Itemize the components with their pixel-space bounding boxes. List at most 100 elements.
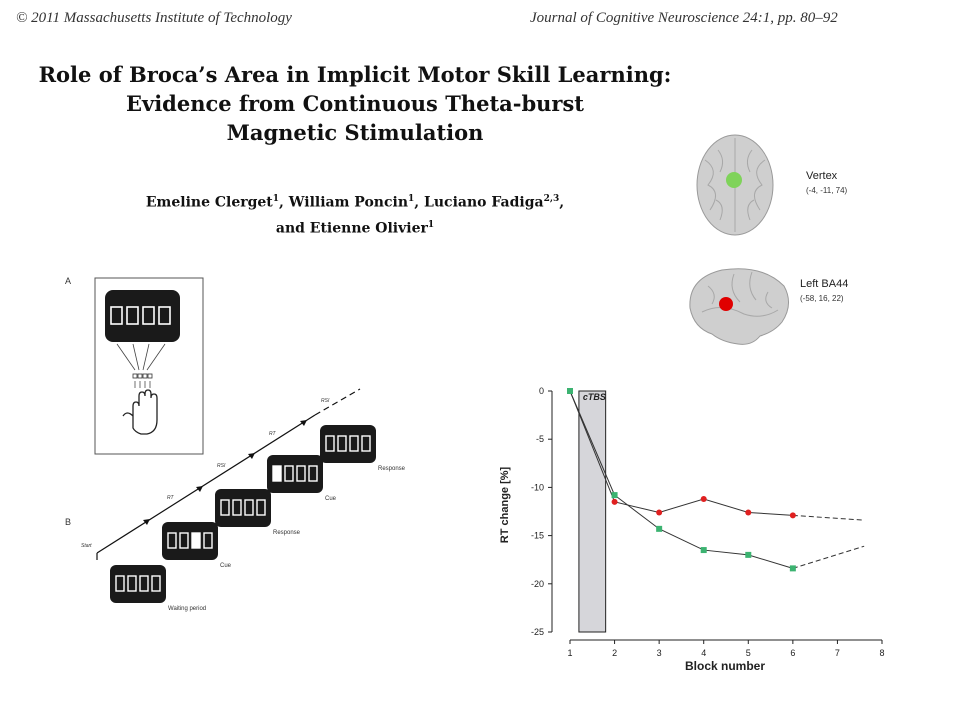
x-axis-label: Block number (685, 659, 765, 673)
y-tick-label: -25 (531, 627, 544, 637)
keypad-icon (132, 373, 153, 379)
data-point (789, 565, 796, 572)
screen-square (337, 435, 347, 452)
author-line: and Etienne Olivier1 (0, 214, 710, 240)
screen-square (361, 435, 371, 452)
screen-frame (110, 565, 166, 603)
x-tick-label: 6 (790, 648, 795, 658)
author-line: Emeline Clerget1, William Poncin1, Lucia… (0, 188, 710, 214)
y-tick-label: 0 (539, 386, 544, 396)
timeline-solid (96, 414, 316, 554)
data-point (745, 509, 752, 516)
ba44-label: Left BA44 (-58, 16, 22) (800, 278, 848, 303)
screen-square (308, 465, 318, 482)
data-point (656, 509, 663, 516)
title-line: Evidence from Continuous Theta-burst (125, 91, 585, 116)
author-name: Luciano Fadiga (424, 194, 544, 211)
y-tick-label: -5 (536, 434, 544, 444)
screen-square (220, 499, 230, 516)
author-list: Emeline Clerget1, William Poncin1, Lucia… (0, 188, 710, 239)
figure-a: A (65, 276, 204, 455)
screen-square (191, 532, 201, 549)
trial-screens: Waiting period Cue Response Cue Response (110, 425, 406, 612)
trial-screen: Cue (267, 455, 337, 502)
data-point (656, 525, 663, 532)
trial-screen: Cue (162, 522, 232, 569)
start-label: Start (81, 543, 92, 549)
paper-title: Role of Broca’s Area in Implicit Motor S… (0, 60, 710, 147)
y-tick-label: -20 (531, 579, 544, 589)
series-extrapolation (792, 514, 865, 521)
finger-arrows (134, 381, 151, 388)
screen-frame (320, 425, 376, 463)
y-tick-label: -10 (531, 482, 544, 492)
vertex-marker (726, 172, 742, 188)
screen-frame (215, 489, 271, 527)
arrowhead-icon (143, 519, 150, 525)
screen-square (284, 465, 294, 482)
x-tick-label: 1 (567, 648, 572, 658)
x-tick-label: 5 (746, 648, 751, 658)
brain-lateral (689, 268, 789, 345)
screen-square (296, 465, 306, 482)
vertex-label: Vertex (-4, -11, 74) (806, 170, 847, 195)
author-name: William Poncin (288, 194, 408, 211)
timeline-dashed (314, 388, 361, 416)
x-tick-label: 7 (835, 648, 840, 658)
site-coords: (-4, -11, 74) (806, 186, 848, 195)
timeline-label: RT (269, 431, 277, 437)
screen-square (139, 575, 149, 592)
author-separator: , (279, 194, 289, 211)
brain-vertex (696, 134, 774, 236)
author-separator: , (414, 194, 425, 211)
timeline-label: RSI (217, 463, 226, 469)
screen-frame (162, 522, 218, 560)
screen-square (203, 532, 213, 549)
ba44-marker (719, 297, 733, 311)
site-name: Vertex (806, 170, 838, 182)
ctbs-shading: cTBS (578, 390, 607, 633)
screen-square (127, 575, 137, 592)
series-line (569, 390, 793, 516)
trial-screen: Response (320, 425, 406, 472)
screen-label: Response (273, 530, 301, 536)
author-affiliation: 1 (427, 219, 435, 230)
site-coords: (-58, 16, 22) (800, 294, 844, 303)
ctbs-label: cTBS (583, 392, 606, 402)
title-line: Role of Broca’s Area in Implicit Motor S… (38, 62, 672, 87)
author-affiliation: 1 (408, 194, 415, 204)
screen-square (349, 435, 359, 452)
data-point (611, 498, 618, 505)
x-tick-label: 3 (657, 648, 662, 658)
author-affiliation: 2,3 (543, 194, 560, 204)
author-affiliation: 1 (272, 194, 280, 204)
screen-square (151, 575, 161, 592)
timeline-label: RSI (321, 398, 330, 404)
projection-lines (116, 343, 166, 371)
arrowhead-icon (196, 486, 203, 492)
site-name: Left BA44 (800, 278, 849, 290)
screen-label: Cue (220, 563, 232, 569)
panel-label-a: A (65, 276, 71, 286)
data-point (700, 547, 707, 554)
author-separator: , (559, 194, 565, 211)
screen-label: Cue (325, 496, 337, 502)
timeline-labels: RT RSI RT RSI (167, 398, 330, 501)
chart-axes: 0 -5 -10 -15 -20 -25 1 2 3 4 5 6 7 8 (531, 386, 885, 658)
x-tick-label: 8 (879, 648, 884, 658)
screen-square (179, 532, 189, 549)
timeline-arrowheads (96, 420, 307, 560)
hand-icon (122, 389, 158, 435)
header-journal: Journal of Cognitive Neuroscience 24:1, … (530, 10, 838, 26)
x-tick-label: 4 (701, 648, 706, 658)
monitor-squares (110, 306, 171, 325)
trial-screen: Response (215, 489, 301, 536)
data-point (611, 492, 618, 499)
header-copyright: © 2011 Massachusetts Institute of Techno… (16, 10, 292, 26)
screen-square (325, 435, 335, 452)
figure-b: B Start RT RSI RT RSI Waiting period Cue Resp… (65, 388, 406, 612)
author-name: and Etienne Olivier (275, 220, 428, 237)
screen-label: Response (378, 466, 406, 472)
screen-label: Waiting period (168, 606, 206, 612)
screen-square (272, 465, 282, 482)
